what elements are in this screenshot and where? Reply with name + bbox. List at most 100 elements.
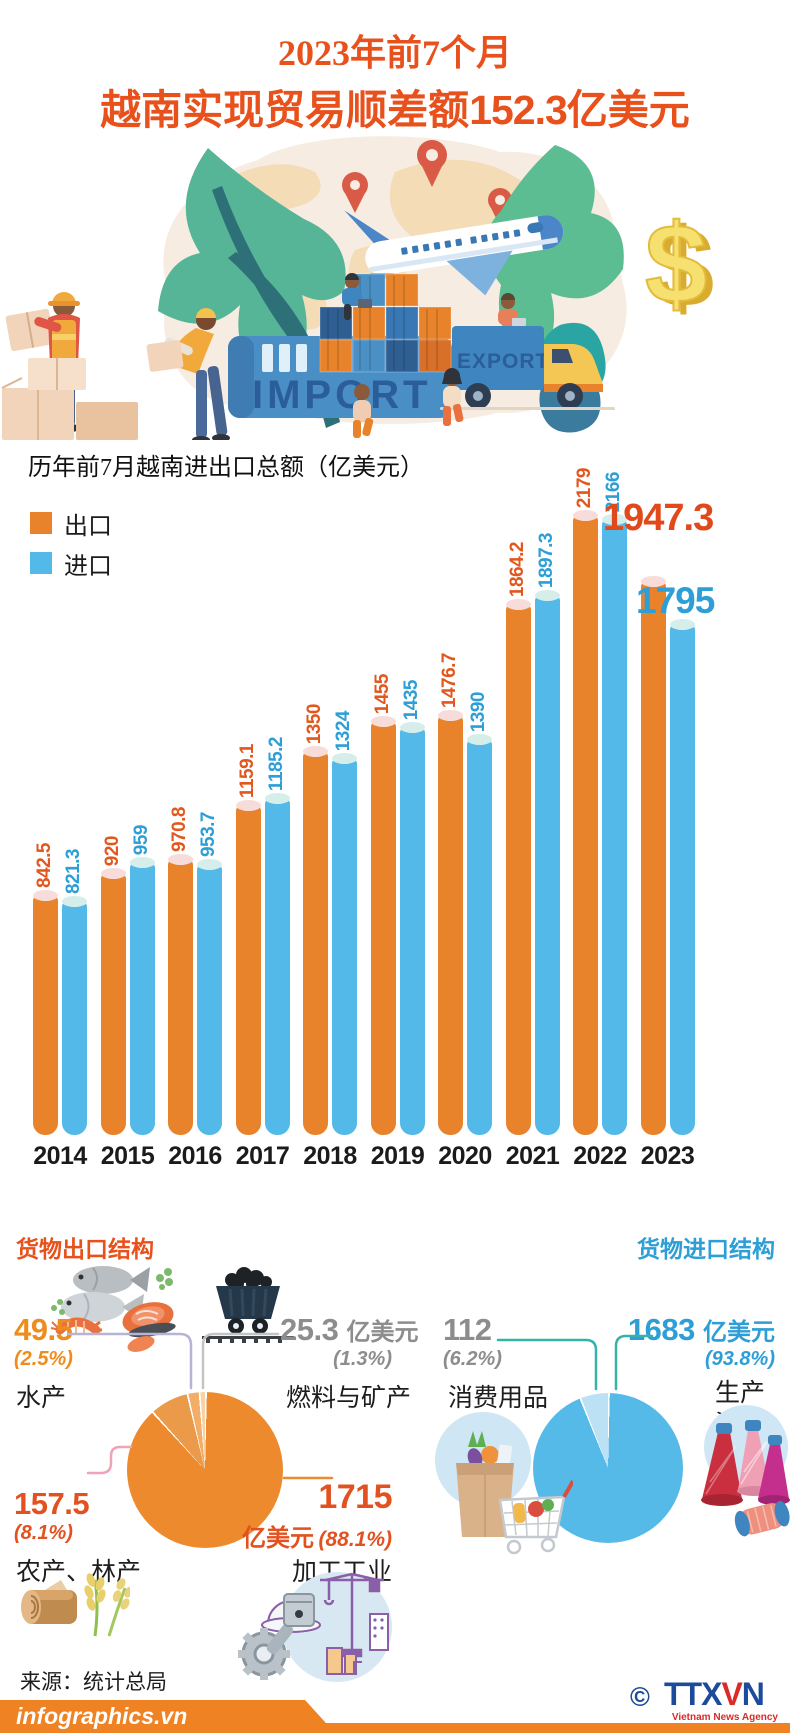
- bar-cap: [168, 854, 193, 865]
- x-axis-label-2018: 2018: [303, 1142, 357, 1170]
- bar-cap: [505, 599, 531, 610]
- cardboard-boxes: [1, 358, 138, 440]
- bar-进口-2022: [602, 514, 627, 1135]
- export-structure-title: 货物出口结构: [16, 1237, 154, 1262]
- bar-cap: [602, 514, 627, 525]
- fuel-label: 燃料与矿产: [286, 1385, 412, 1412]
- gear: [238, 1593, 315, 1680]
- industry-pct: (88.1%): [318, 1528, 392, 1551]
- person-on-stack: [342, 273, 372, 320]
- title-surplus-value: 152.3: [469, 87, 568, 133]
- spool-magenta: [758, 1435, 790, 1505]
- container-stack: [319, 273, 452, 373]
- agency-logo: TTXVN: [664, 1676, 765, 1712]
- title-line2-prefix: 越南实现贸易顺差额: [100, 87, 470, 133]
- warehouse-worker: [146, 308, 230, 440]
- bar-cap: [332, 753, 357, 764]
- bar-进口-2015: [129, 857, 155, 1135]
- bar-cap: [197, 859, 222, 870]
- source-note: 来源：统计总局: [20, 1670, 167, 1694]
- grocery-icon: [435, 1412, 573, 1555]
- consumer-value: 112: [443, 1312, 492, 1347]
- bar-cap: [640, 576, 666, 587]
- spool-red: [701, 1423, 743, 1506]
- trade-illustration: $ $ IMPORT EXPORT: [1, 136, 714, 440]
- bar-cap: [303, 746, 328, 757]
- x-axis-label-2022: 2022: [573, 1142, 627, 1170]
- x-axis-label-2016: 2016: [168, 1142, 222, 1170]
- industry-value: 1715: [318, 1478, 392, 1516]
- bar-出口-2014: [33, 890, 58, 1135]
- title-line2-suffix: 亿美元: [566, 87, 690, 133]
- export-pie: [127, 1392, 283, 1548]
- map-pin-icon: [342, 140, 512, 226]
- bar-cap: [438, 710, 463, 721]
- bar-出口-2020: [438, 710, 463, 1135]
- bar-进口-2019: [399, 722, 425, 1135]
- legend-export-swatch: [30, 512, 52, 534]
- produce: [467, 1431, 513, 1468]
- agency-name: Vietnam News Agency: [671, 1712, 778, 1723]
- bar-进口-2014: [62, 896, 87, 1135]
- x-axis-label-2023: 2023: [640, 1142, 695, 1170]
- legend-import: 进口: [30, 551, 112, 580]
- consumer-pct: (6.2%): [443, 1348, 502, 1370]
- x-axis-label-2014: 2014: [33, 1142, 87, 1170]
- production-value: 1683 亿美元: [627, 1312, 775, 1347]
- seafood-pct: (2.5%): [14, 1348, 73, 1370]
- bar-cap: [100, 868, 126, 879]
- bar-进口-2016: [197, 859, 222, 1135]
- seafood-label: 水产: [16, 1385, 67, 1412]
- bar-cap: [669, 619, 695, 630]
- fuel-pct: (1.3%): [333, 1348, 392, 1370]
- wood-rice-icon: [21, 1573, 130, 1637]
- legend-import-label: 进口: [64, 553, 112, 580]
- footer-banner: [0, 1700, 335, 1733]
- bar-cap: [129, 857, 155, 868]
- x-axis-label-2019: 2019: [370, 1142, 425, 1170]
- bar-进口-2023: [669, 619, 695, 1135]
- bar-cap: [573, 510, 598, 521]
- walking-person: [442, 368, 464, 426]
- shrimp: [50, 1317, 102, 1335]
- spool-lying: [734, 1500, 790, 1537]
- export-label: EXPORT: [457, 350, 549, 373]
- site-credit: infographics.vn: [16, 1703, 188, 1729]
- shopping-basket: [498, 1480, 573, 1555]
- bar-cap: [399, 722, 425, 733]
- bar-cap: [467, 734, 492, 745]
- bar-进口-2017: [264, 793, 290, 1135]
- import-container: IMPORT: [228, 336, 452, 418]
- dollar-icon: $ $: [644, 200, 714, 330]
- production-unit: 亿美元: [703, 1320, 775, 1346]
- industry-unit-pct: 亿美元 (88.1%): [240, 1518, 392, 1553]
- import-label: IMPORT: [252, 373, 432, 417]
- footer-strip: [0, 1723, 790, 1733]
- x-axis-label-2021: 2021: [505, 1142, 560, 1170]
- bar-出口-2021: [505, 599, 531, 1135]
- bar-cap: [62, 896, 87, 907]
- fuel-unit: 亿美元: [346, 1320, 419, 1346]
- bar-进口-2021: [534, 590, 560, 1135]
- x-axis-label-2020: 2020: [438, 1142, 492, 1170]
- bar-出口-2022: [573, 510, 598, 1135]
- bar-cap: [33, 890, 58, 901]
- bar-进口-2020: [467, 734, 492, 1135]
- fuel-value: 25.3 亿美元: [280, 1312, 419, 1347]
- agri-pct: (8.1%): [14, 1522, 73, 1544]
- export-truck: EXPORT: [440, 326, 615, 410]
- industry-icon: [238, 1572, 392, 1682]
- bar-cap: [264, 793, 290, 804]
- thread-spools-icon: [701, 1405, 790, 1537]
- industry-unit: 亿美元: [242, 1526, 315, 1552]
- legend-export-label: 出口: [64, 513, 112, 540]
- title-line1: 2023年前7个月: [277, 33, 512, 73]
- export-2023-value: 1947.3: [603, 497, 714, 539]
- bar-chart-title: 历年前7月越南进出口总额（亿美元）: [28, 455, 424, 481]
- bar-cap: [235, 800, 261, 811]
- x-axis-label-2015: 2015: [100, 1142, 155, 1170]
- import-2023-value: 1795: [636, 580, 715, 621]
- copyright-symbol: ©: [630, 1682, 650, 1712]
